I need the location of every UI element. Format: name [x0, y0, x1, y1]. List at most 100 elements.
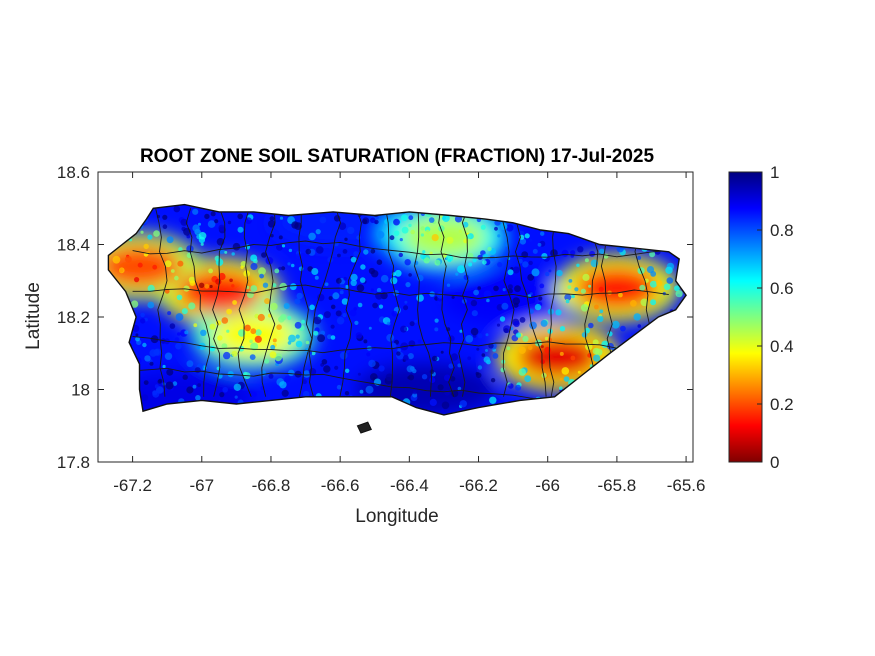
field-cell [278, 316, 285, 323]
field-cell [561, 367, 570, 375]
field-cell [250, 254, 258, 262]
field-cell [376, 230, 385, 239]
field-cell [279, 381, 287, 389]
field-cell [445, 254, 454, 262]
municipal-boundary [308, 208, 341, 397]
field-cell [611, 320, 620, 329]
field-cell [441, 409, 445, 413]
field-cell [296, 292, 303, 300]
field-cell [428, 217, 435, 223]
field-cell [470, 327, 479, 336]
field-cell [283, 303, 290, 309]
field-cell [291, 221, 299, 229]
field-cell [582, 273, 590, 281]
municipal-boundary [515, 208, 547, 397]
field-cell [137, 262, 143, 268]
x-tick-label: -66.4 [390, 476, 429, 495]
field-cell [221, 343, 228, 349]
field-cell [158, 378, 163, 383]
field-cell [404, 259, 411, 266]
field-cell [431, 234, 439, 242]
colorbar-tick-label: 0.4 [770, 337, 794, 356]
field-cell [485, 349, 488, 352]
field-cell [529, 292, 533, 296]
field-cell [556, 269, 563, 277]
field-cell [565, 299, 570, 304]
x-tick-label: -65.6 [667, 476, 706, 495]
x-tick-label: -66.8 [252, 476, 291, 495]
field-cell [401, 214, 408, 222]
field-cell [518, 346, 526, 354]
field-cell [386, 321, 391, 326]
field-cell [276, 324, 282, 331]
field-cell [288, 248, 293, 253]
field-cell [198, 232, 207, 240]
field-cell [200, 329, 207, 336]
field-cell [440, 350, 444, 354]
field-cell [571, 294, 575, 299]
field-cell [429, 251, 433, 255]
field-cell [487, 246, 492, 252]
field-cell [154, 384, 159, 389]
field-cell [457, 363, 462, 368]
field-cell [559, 377, 563, 381]
field-cell [278, 235, 283, 240]
field-cell [290, 263, 295, 268]
field-cell [416, 294, 424, 302]
field-cell [244, 324, 251, 332]
field-cell [501, 302, 509, 310]
field-cell [366, 352, 371, 357]
field-cell [462, 221, 469, 228]
field-cell [330, 304, 336, 310]
field-cell [489, 255, 496, 262]
field-cell [173, 205, 181, 213]
field-cell [475, 372, 482, 379]
field-cell [522, 261, 529, 268]
field-cell [233, 383, 242, 391]
field-cell [449, 376, 456, 382]
field-cell [118, 267, 125, 274]
field-cell [522, 335, 529, 342]
field-cell [223, 351, 231, 360]
field-cell [357, 302, 363, 308]
field-cell [135, 333, 139, 337]
y-tick-label: 18.6 [57, 163, 90, 182]
field-cell [260, 370, 267, 377]
field-cell [232, 242, 241, 251]
field-cell [336, 316, 345, 325]
field-cell [360, 264, 366, 270]
field-cell [323, 311, 331, 319]
field-cell [527, 274, 535, 281]
municipal-boundary [261, 208, 276, 397]
municipal-boundary [458, 208, 469, 397]
field-cell [458, 229, 462, 233]
coastline-outline [107, 203, 687, 416]
colorbar-ticks: 1 0.8 0.6 0.4 0.2 0 [757, 163, 794, 472]
field-cell [559, 386, 563, 391]
field-cell [372, 302, 378, 309]
field-cell [255, 329, 262, 336]
municipal-boundary [339, 208, 362, 397]
field-cell [386, 333, 395, 342]
field-cell [447, 259, 452, 263]
field-cell [180, 218, 188, 226]
field-cell [204, 283, 210, 289]
field-cell [237, 213, 243, 220]
field-cell [649, 251, 656, 258]
field-cell [409, 321, 415, 327]
field-cell [214, 219, 219, 224]
field-cell [164, 352, 173, 360]
field-cell [482, 253, 489, 260]
x-tick-label: -67.2 [113, 476, 152, 495]
field-cell [512, 297, 520, 305]
field-cell [412, 390, 417, 395]
field-cell [232, 300, 238, 305]
field-cell [368, 359, 376, 368]
field-cell [519, 238, 527, 245]
field-cell [407, 376, 411, 380]
field-cell [380, 274, 389, 283]
field-cell [507, 269, 514, 276]
field-cell [264, 358, 270, 364]
field-cell [448, 335, 455, 342]
